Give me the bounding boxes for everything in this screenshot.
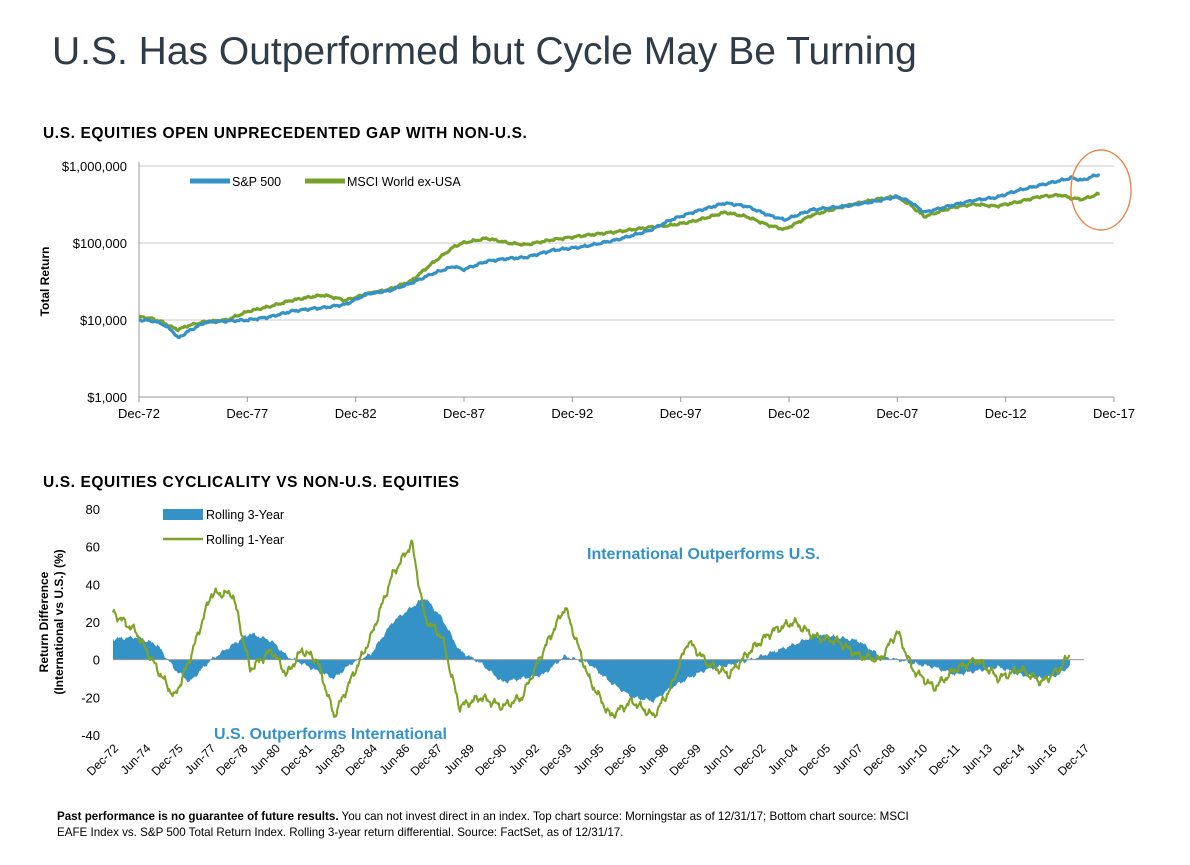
legend-rolling1-label: Rolling 1-Year [206,533,284,547]
x-tick-label: Jun-10 [894,741,930,777]
page-title: U.S. Has Outperformed but Cycle May Be T… [52,30,917,73]
y-tick-label: $1,000 [87,390,127,405]
bottom-chart-title: U.S. EQUITIES CYCLICALITY VS NON-U.S. EQ… [43,474,460,491]
annotation-international: International Outperforms U.S. [587,546,820,563]
top-chart-title: U.S. EQUITIES OPEN UNPRECEDENTED GAP WIT… [43,125,528,142]
x-tick-label: Dec-77 [226,406,268,421]
x-tick-label: Dec-92 [551,406,593,421]
x-tick-label: Dec-82 [335,406,377,421]
y-tick-label: -40 [81,728,100,743]
x-tick-label: Jun-95 [571,741,607,777]
y-tick-label: -20 [81,690,100,705]
x-tick-label: Dec-05 [796,741,833,778]
x-tick-label: Jun-92 [506,741,542,777]
top-chart: $1,000 $10,000 $100,000 $1,000,000 Dec-72 Dec… [38,149,1135,421]
legend-msci-label: MSCI World ex-USA [347,175,461,189]
x-tick-label: Dec-87 [443,406,485,421]
legend-rolling3-label: Rolling 3-Year [206,508,284,522]
y-axis-label-group: Return Difference (International vs U.S.)… [37,549,66,694]
x-tick-label: Dec-07 [876,406,918,421]
x-tick-label: Dec-08 [861,741,898,778]
footnote-sources: You can not invest direct in an index. T… [57,810,909,839]
x-tick-label: Jun-07 [830,741,866,777]
legend-sp500-label: S&P 500 [232,175,281,189]
annotation-us: U.S. Outperforms International [214,726,447,743]
x-tick-label: Dec-96 [602,741,639,778]
highlight-circle [1070,149,1132,231]
x-tick-label: Dec-93 [537,741,574,778]
x-tick-label: Jun-80 [247,741,283,777]
y-axis-label-line1: Return Difference [37,571,51,672]
x-tick-label: Jun-98 [635,741,671,777]
x-tick-label: Dec-17 [1093,406,1135,421]
x-tick-label: Jun-16 [1024,741,1060,777]
legend-rolling3-swatch [163,509,203,520]
x-tick-label: Dec-17 [1055,741,1092,778]
x-tick-label: Dec-02 [768,406,810,421]
x-tick-label: Jun-13 [959,741,995,777]
msci-line [138,191,1100,333]
x-tick-label: Jun-74 [118,741,154,777]
y-tick-label: $1,000,000 [62,159,127,174]
x-tick-label: Dec-12 [985,406,1027,421]
x-tick-label: Jun-83 [312,741,348,777]
x-tick-label: Dec-81 [278,741,315,778]
x-tick-label: Jun-89 [441,741,477,777]
x-tick-label: Dec-02 [731,741,768,778]
x-tick-label: Dec-84 [343,741,380,778]
x-tick-label: Dec-11 [926,741,963,778]
x-tick-label: Dec-72 [84,741,121,778]
x-tick-label: Dec-72 [118,406,160,421]
x-tick-label: Jun-01 [700,741,736,777]
x-tick-label: Dec-90 [472,741,509,778]
y-tick-label: 80 [86,502,100,517]
x-tick-label: Dec-99 [666,741,703,778]
y-tick-label: $10,000 [80,313,127,328]
y-tick-label: 60 [86,540,100,555]
x-tick-label: Dec-14 [990,741,1027,778]
y-tick-label: 0 [93,653,100,668]
y-tick-label: $100,000 [73,236,127,251]
y-axis-label-line2: (International vs U.S.) (%) [52,549,66,694]
y-tick-label: 20 [86,615,100,630]
x-tick-label: Dec-97 [660,406,702,421]
x-tick-label: Jun-86 [377,741,413,777]
footnote-disclaimer: Past performance is no guarantee of futu… [57,810,339,823]
rolling-1yr-line [112,539,1071,719]
x-tick-label: Jun-04 [765,741,801,777]
y-tick-label: 40 [86,577,100,592]
sp500-line [138,173,1101,339]
y-axis-label: Total Return [38,247,52,317]
x-tick-label: Jun-77 [182,741,218,777]
x-tick-label: Dec-87 [408,741,445,778]
x-tick-label: Dec-78 [213,741,250,778]
x-tick-label: Dec-75 [149,741,186,778]
footnote: Past performance is no guarantee of futu… [57,809,937,841]
